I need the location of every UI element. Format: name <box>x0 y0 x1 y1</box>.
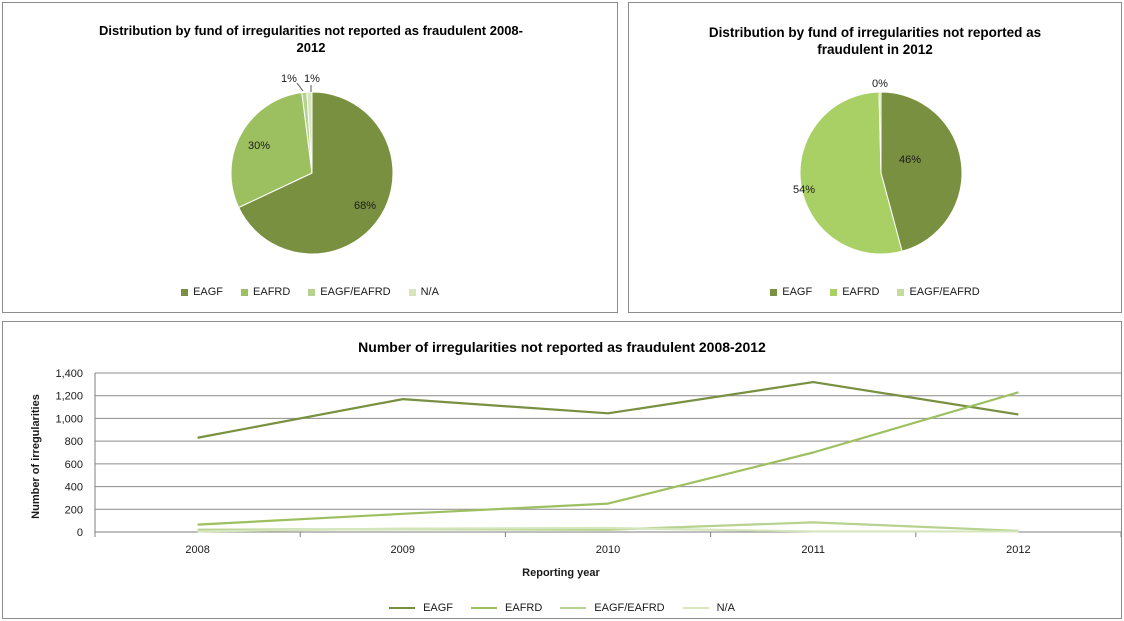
pie-2-title-line-1: Distribution by fund of irregularities n… <box>708 25 1042 40</box>
pie-2-legend-eagf: EAGF <box>770 286 812 298</box>
pie-1-leader-eagf-eafrd <box>296 82 304 92</box>
series-line-n-a <box>197 526 1019 533</box>
line-legend-na: N/A <box>682 602 735 614</box>
line-legend-eagf-label: EAGF <box>423 602 454 614</box>
pie-2-legend-eagf-eafrd-label: EAGF/EAFRD <box>909 286 980 298</box>
pie-chart-2012-panel: Distribution by fund of irregularities n… <box>628 2 1122 313</box>
pie-2-legend-eagf-swatch <box>770 288 778 296</box>
pie-1-legend-na-swatch <box>408 288 416 296</box>
line-chart-title: Number of irregularities not reported as… <box>358 339 766 355</box>
pie-2-legend-eagf-label: EAGF <box>782 286 813 298</box>
pie-1-label-n-a: 1% <box>304 73 320 85</box>
pie-2-legend-eafrd-swatch <box>830 288 838 296</box>
x-tick-label: 2011 <box>801 544 825 556</box>
y-tick-label: 400 <box>65 482 83 494</box>
pie-2-slice-eagf <box>880 91 963 252</box>
y-tick-label: 1,200 <box>55 391 83 403</box>
pie-2-plot: 46% 54% 0% <box>793 78 963 255</box>
y-tick-label: 1,000 <box>55 413 83 425</box>
pie-1-slice-eafrd <box>230 92 313 209</box>
pie-1-legend-eagf-eafrd-swatch <box>308 288 316 296</box>
line-legend-eagf-swatch <box>389 607 416 609</box>
pie-2-slice-eafrd <box>799 91 903 255</box>
series-line-eagf <box>197 380 1019 439</box>
x-axis-title: Reporting year <box>522 567 600 579</box>
pie-2-legend-eafrd-label: EAFRD <box>842 286 880 298</box>
pie-1-legend-eafrd-label: EAFRD <box>253 286 291 298</box>
pie-chart-2008-2012-panel: Distribution by fund of irregularities n… <box>2 2 618 313</box>
line-legend-eagf-eafrd-swatch <box>560 607 587 609</box>
pie-1-legend-eagf: EAGF <box>181 286 223 298</box>
x-tick-label: 2010 <box>596 544 620 556</box>
y-tick-label: 600 <box>65 459 83 471</box>
pie-1-title-line-1: Distribution by fund of irregularities n… <box>99 23 523 38</box>
pie-1-slice-n-a <box>306 91 313 174</box>
pie-1-title: Distribution by fund of irregularities n… <box>23 22 599 56</box>
line-legend-na-label: N/A <box>716 602 735 614</box>
pie-1-slice-eagf <box>238 91 394 255</box>
pie-1-legend-eafrd-swatch <box>241 288 249 296</box>
pie-2-label-eagf-eafrd: 0% <box>872 78 888 90</box>
pie-2-title: Distribution by fund of irregularities n… <box>639 24 1111 58</box>
pie-2-label-eafrd: 54% <box>793 184 815 196</box>
line-legend-eagf-eafrd-label: EAGF/EAFRD <box>594 602 665 614</box>
pie-2-legend-eafrd: EAFRD <box>830 286 879 298</box>
y-tick-label: 800 <box>65 436 83 448</box>
series-line-eafrd <box>197 391 1019 526</box>
x-tick-label: 2008 <box>185 544 209 556</box>
pie-1-legend-na-label: N/A <box>420 286 439 298</box>
y-tick-label: 200 <box>65 504 83 516</box>
line-legend-eagf: EAGF <box>389 602 453 614</box>
pie-1-label-eagf-eafrd: 1% <box>281 73 297 85</box>
pie-2-label-eagf: 46% <box>899 154 921 166</box>
line-legend-eafrd: EAFRD <box>471 602 542 614</box>
pie-2-legend: EAGF EAFRD EAGF/EAFRD <box>629 286 1121 298</box>
line-chart-legend: EAGF EAFRD EAGF/EAFRD N/A <box>3 602 1121 614</box>
line-chart-panel: Number of irregularities not reported as… <box>2 321 1122 619</box>
line-legend-eagf-eafrd: EAGF/EAFRD <box>560 602 665 614</box>
pie-1-title-line-2: 2012 <box>296 40 326 55</box>
pie-1-label-eagf: 68% <box>354 200 376 212</box>
pie-2-legend-eagf-eafrd: EAGF/EAFRD <box>897 286 980 298</box>
pie-1-legend-eagf-eafrd-label: EAGF/EAFRD <box>320 286 391 298</box>
pie-1-legend-na: N/A <box>408 286 439 298</box>
line-legend-eafrd-label: EAFRD <box>505 602 543 614</box>
pie-1-legend-eafrd: EAFRD <box>241 286 290 298</box>
pie-1-legend-eagf-label: EAGF <box>193 286 224 298</box>
x-tick-label: 2009 <box>391 544 415 556</box>
y-tick-label: 0 <box>77 527 83 539</box>
pie-1-plot: 68% 30% 1% 1% <box>230 73 394 255</box>
pie-2-title-line-2: fraudulent in 2012 <box>817 42 933 57</box>
pie-1-legend: EAGF EAFRD EAGF/EAFRD N/A <box>3 286 617 298</box>
pie-1-label-eafrd: 30% <box>248 140 270 152</box>
pie-2-slice-eagf-eafrd <box>878 91 882 174</box>
y-axis-title: Number of irregularities <box>30 394 42 519</box>
line-legend-eafrd-swatch <box>471 607 498 609</box>
pie-1-legend-eagf-swatch <box>181 288 189 296</box>
line-chart-plot: 0 200 400 600 800 1,000 1,200 1,400 2008 2009 2010… <box>30 368 1121 579</box>
pie-1-legend-eagf-eafrd: EAGF/EAFRD <box>308 286 391 298</box>
y-tick-label: 1,400 <box>55 368 83 380</box>
line-legend-na-swatch <box>682 607 709 609</box>
pie-2-legend-eagf-eafrd-swatch <box>897 288 905 296</box>
x-tick-label: 2012 <box>1006 544 1030 556</box>
